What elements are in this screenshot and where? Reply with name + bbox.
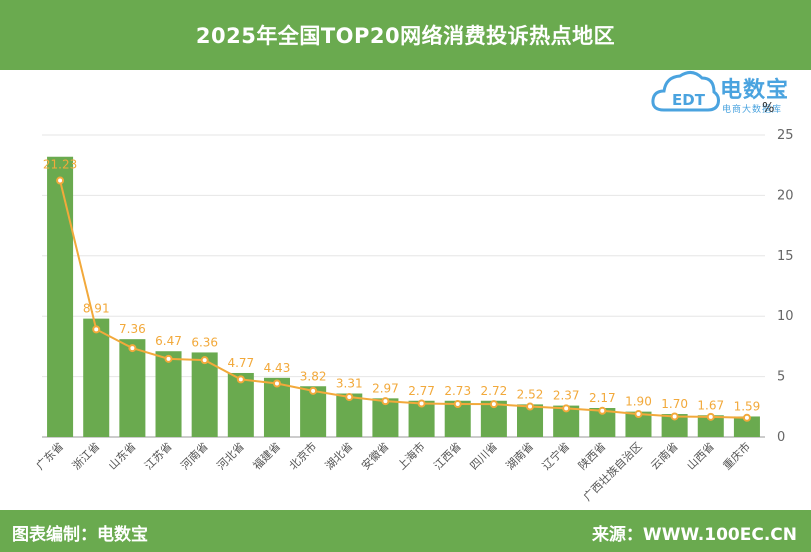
- y-axis-unit: %: [762, 101, 775, 116]
- x-tick-label: 湖北省: [323, 440, 356, 473]
- data-label: 7.36: [119, 322, 146, 336]
- data-label: 2.37: [553, 389, 580, 403]
- line-point: [381, 397, 390, 406]
- line-point: [742, 413, 751, 422]
- x-tick-label: 山西省: [684, 440, 717, 473]
- chart-title: 2025年全国TOP20网络消费投诉热点地区: [195, 24, 616, 48]
- line-point: [128, 344, 137, 353]
- x-tick-label: 安徽省: [358, 439, 391, 472]
- line-point: [526, 402, 535, 411]
- x-tick-label: 湖南省: [504, 440, 537, 473]
- data-label: 3.82: [300, 369, 327, 383]
- y-tick-label: 10: [777, 309, 794, 324]
- line-point: [200, 356, 209, 365]
- line-point: [562, 404, 571, 413]
- line-point: [598, 406, 607, 415]
- x-tick-label: 陕西省: [575, 439, 608, 472]
- x-tick-label: 辽宁省: [539, 439, 572, 472]
- y-tick-label: 0: [777, 430, 785, 445]
- bar: [155, 351, 182, 437]
- data-label: 6.47: [155, 334, 182, 348]
- bar: [119, 339, 146, 437]
- header-bar: 2025年全国TOP20网络消费投诉热点地区: [0, 0, 811, 70]
- bar: [661, 414, 688, 437]
- line-point: [164, 354, 173, 363]
- data-label: 2.52: [517, 387, 544, 401]
- data-label: 6.36: [191, 335, 218, 349]
- data-label: 1.59: [734, 399, 761, 413]
- y-tick-label: 25: [777, 128, 794, 143]
- brand-logo: EDT 电数宝 电商大数据库: [650, 64, 810, 118]
- line-point: [489, 400, 498, 409]
- data-label: 8.91: [83, 302, 110, 316]
- bar: [83, 318, 110, 437]
- data-label: 2.73: [444, 384, 471, 398]
- bar: [227, 372, 254, 437]
- bar: [733, 416, 760, 437]
- data-label: 4.77: [227, 356, 254, 370]
- x-tick-label: 福建省: [250, 439, 283, 472]
- data-label: 4.43: [264, 361, 291, 375]
- line-point: [417, 399, 426, 408]
- x-tick-label: 四川省: [467, 440, 500, 473]
- line-point: [236, 375, 245, 384]
- x-tick-label: 上海市: [394, 439, 427, 472]
- x-tick-label: 重庆市: [720, 439, 753, 472]
- series-line: [59, 180, 747, 419]
- y-tick-label: 15: [777, 249, 794, 264]
- bar: [697, 415, 724, 437]
- data-label: 2.17: [589, 391, 616, 405]
- line-point: [56, 176, 65, 185]
- data-label: 2.77: [408, 384, 435, 398]
- x-tick-label: 北京市: [286, 439, 319, 472]
- bar: [263, 377, 290, 437]
- data-label: 1.70: [661, 397, 688, 411]
- line-point: [670, 412, 679, 421]
- x-tick-label: 浙江省: [70, 440, 103, 473]
- data-label: 1.67: [697, 398, 724, 412]
- line-point: [706, 412, 715, 421]
- y-tick-label: 20: [777, 188, 794, 203]
- line-point: [92, 325, 101, 334]
- line-point: [345, 393, 354, 402]
- cloud-logo-icon: EDT: [651, 71, 720, 112]
- x-tick-label: 江西省: [431, 440, 464, 473]
- y-tick-label: 5: [777, 370, 785, 385]
- footer-bar: 图表编制：电数宝 来源：WWW.100EC.CN: [0, 510, 811, 552]
- line-point: [309, 386, 318, 395]
- x-tick-label: 河北省: [214, 440, 247, 473]
- logo-sub-text: 电商大数据库: [722, 105, 783, 115]
- data-label: 1.90: [625, 395, 652, 409]
- bar: [47, 156, 74, 437]
- x-tick-label: 广东省: [34, 440, 67, 473]
- bar: [191, 352, 218, 437]
- x-tick-label: 山东省: [106, 440, 139, 473]
- line-point: [634, 410, 643, 419]
- x-tick-label: 云南省: [648, 440, 681, 473]
- x-tick-label: 江苏省: [142, 440, 175, 473]
- logo-brand-text: 电数宝: [720, 78, 790, 103]
- footer-source: 来源：WWW.100EC.CN: [591, 525, 797, 545]
- data-label: 2.72: [481, 384, 508, 398]
- data-label: 21.23: [43, 158, 77, 172]
- line-point: [272, 379, 281, 388]
- footer-credit: 图表编制：电数宝: [12, 525, 148, 545]
- data-label: 3.31: [336, 377, 363, 391]
- data-label: 2.97: [372, 381, 399, 395]
- line-point: [453, 400, 462, 409]
- logo-mark-text: EDT: [672, 91, 706, 109]
- x-tick-label: 河南省: [178, 440, 211, 473]
